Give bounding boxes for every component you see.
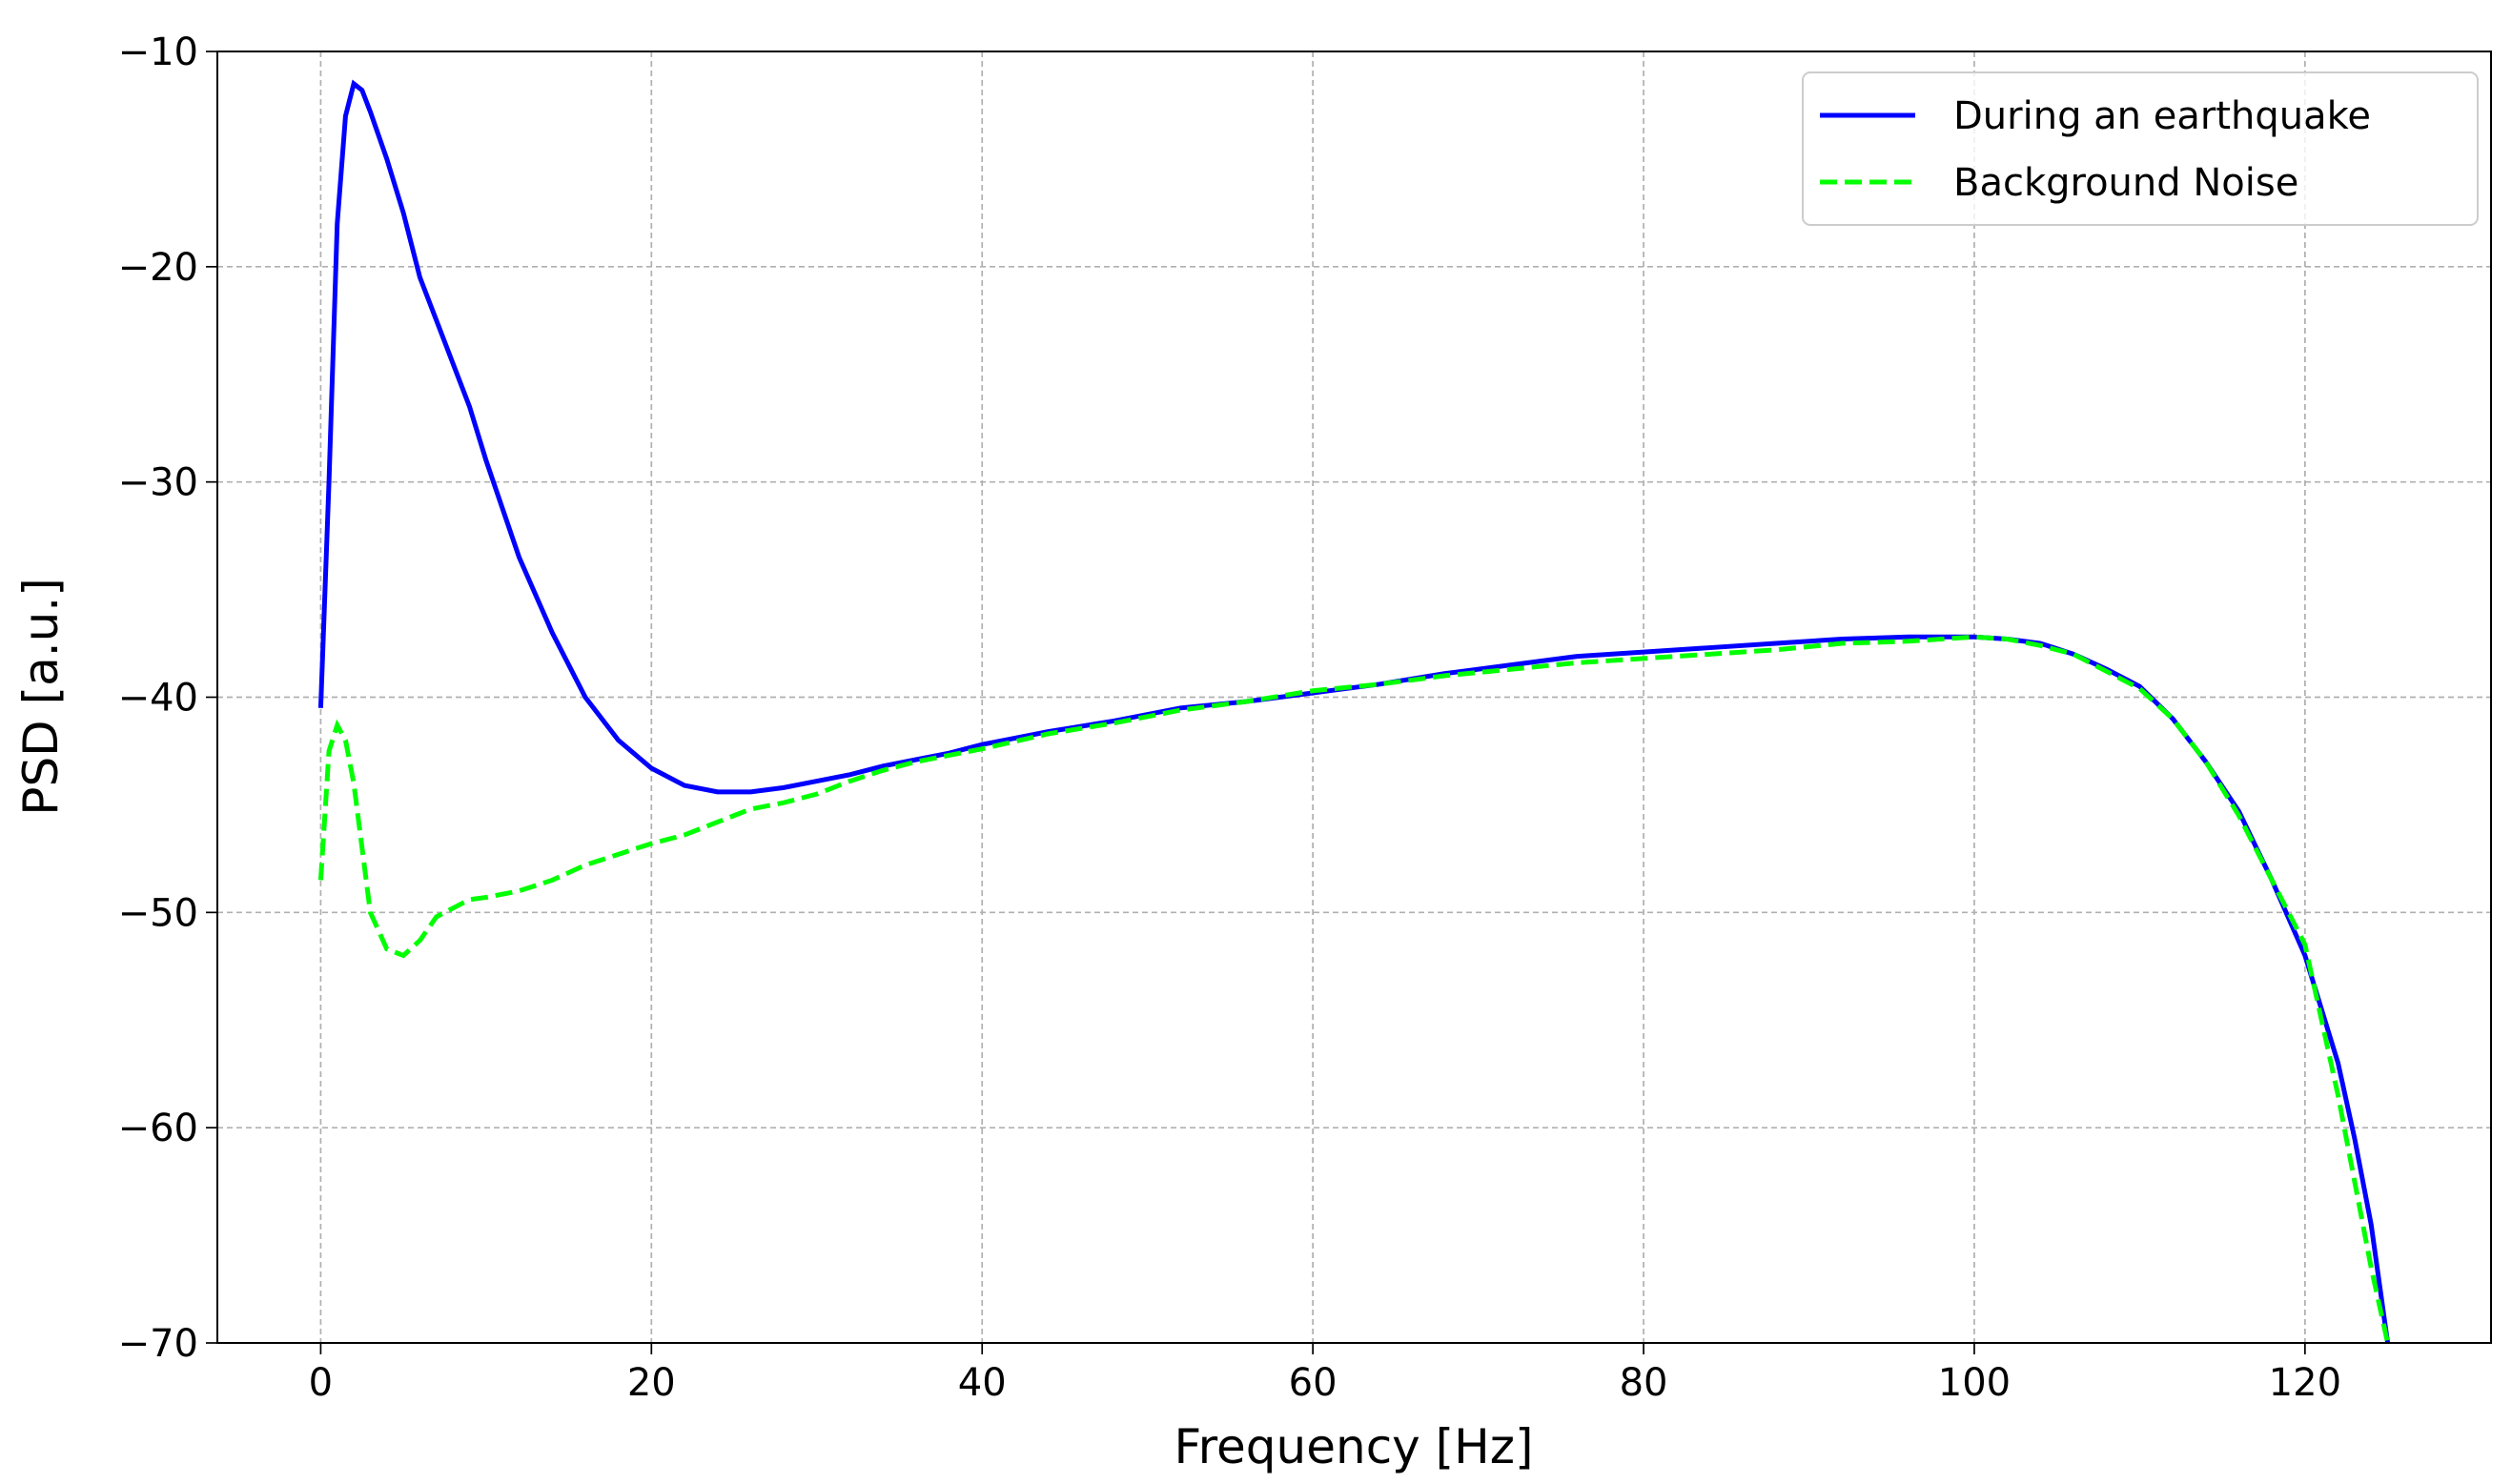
x-tick-label: 20 xyxy=(627,1361,676,1405)
legend-box xyxy=(1802,71,2479,226)
x-tick-label: 40 xyxy=(958,1361,1007,1405)
x-axis-label: Frequency [Hz] xyxy=(1174,1419,1533,1474)
y-tick-label: −50 xyxy=(118,891,198,935)
legend-label: During an earthquake xyxy=(1953,94,2371,138)
data-line xyxy=(317,634,2391,1343)
legend-label: Background Noise xyxy=(1953,161,2298,205)
x-tick-label: 80 xyxy=(1620,1361,1668,1405)
y-tick-label: −60 xyxy=(118,1107,198,1150)
data-line xyxy=(317,79,2391,1343)
y-tick-label: −70 xyxy=(118,1322,198,1366)
y-tick-label: −30 xyxy=(118,461,198,505)
x-tick-label: 0 xyxy=(309,1361,333,1405)
plot-frame xyxy=(216,51,2492,1344)
y-tick-label: −10 xyxy=(118,30,198,74)
x-tick-label: 60 xyxy=(1289,1361,1338,1405)
y-tick-label: −40 xyxy=(118,677,198,721)
y-axis-label: PSD [a.u.] xyxy=(13,578,69,815)
x-tick-label: 120 xyxy=(2269,1361,2341,1405)
y-tick-label: −20 xyxy=(118,246,198,290)
x-tick-label: 100 xyxy=(1938,1361,2011,1405)
